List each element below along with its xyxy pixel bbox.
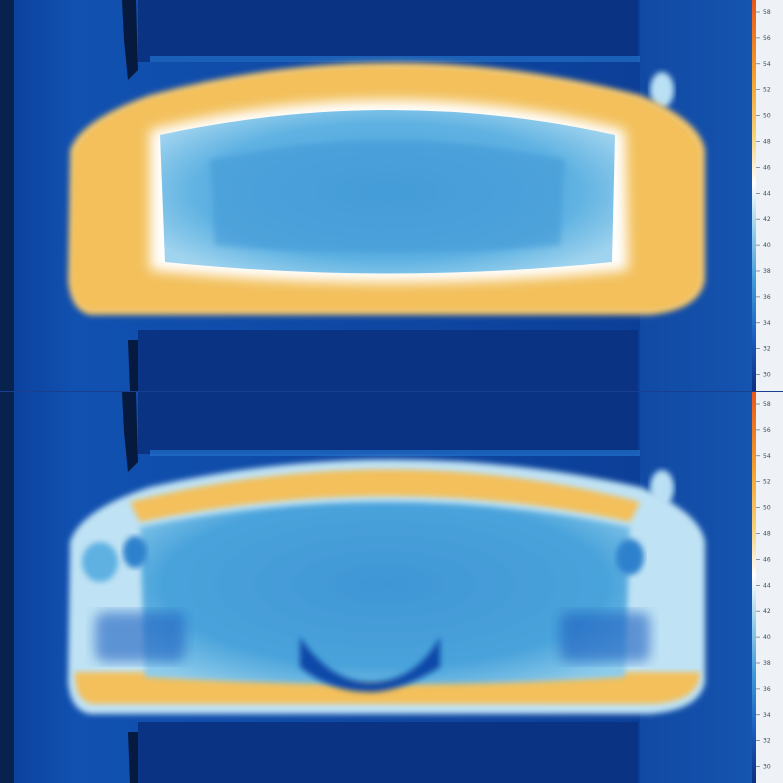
colorbar-tick-label: 50 bbox=[763, 113, 771, 120]
thermal-image-bottom bbox=[0, 392, 752, 783]
colorbar-tick-label: 46 bbox=[763, 164, 771, 171]
thermal-panel-top: 58 56 54 52 50 48 46 44 42 40 38 36 34 32 30 bbox=[0, 0, 783, 391]
colorbar-tick-label: 42 bbox=[763, 216, 771, 223]
colorbar-tick-label: 34 bbox=[763, 712, 771, 719]
colorbar-tick-label: 32 bbox=[763, 346, 771, 353]
colorbar-tick-label: 58 bbox=[763, 401, 771, 408]
colorbar-tick-label: 44 bbox=[763, 190, 771, 197]
thermal-panel-bottom: 58 56 54 52 50 48 46 44 42 40 38 36 34 32 30 bbox=[0, 392, 783, 783]
colorbar-tick-label: 40 bbox=[763, 242, 771, 249]
colorbar-tick-label: 36 bbox=[763, 294, 771, 301]
colorbar-tick-label: 48 bbox=[763, 531, 771, 538]
colorbar-tick-label: 46 bbox=[763, 556, 771, 563]
colorbar-tick-label: 56 bbox=[763, 427, 771, 434]
colorbar-tick-label: 30 bbox=[763, 372, 771, 379]
colorbar-tick-label: 56 bbox=[763, 35, 771, 42]
colorbar-tick-label: 38 bbox=[763, 660, 771, 667]
colorbar-tick-label: 50 bbox=[763, 505, 771, 512]
colorbar-tick-label: 54 bbox=[763, 453, 771, 460]
colorbar-bottom: 58 56 54 52 50 48 46 44 42 40 38 36 34 32 30 bbox=[752, 392, 783, 783]
colorbar-tick-label: 58 bbox=[763, 9, 771, 16]
colorbar-tick-label: 54 bbox=[763, 61, 771, 68]
colorbar-tick-label: 52 bbox=[763, 87, 771, 94]
colorbar-tick-label: 32 bbox=[763, 738, 771, 745]
thermal-image-top bbox=[0, 0, 752, 391]
colorbar-tick-label: 30 bbox=[763, 764, 771, 771]
colorbar-tick-label: 42 bbox=[763, 608, 771, 615]
panel-divider bbox=[0, 391, 783, 392]
colorbar-tick-label: 36 bbox=[763, 686, 771, 693]
colorbar-tick-label: 52 bbox=[763, 479, 771, 486]
colorbar-tick-label: 38 bbox=[763, 268, 771, 275]
colorbar-ticks-bottom: 58 56 54 52 50 48 46 44 42 40 38 36 34 32 30 bbox=[756, 401, 771, 771]
colorbar-top: 58 56 54 52 50 48 46 44 42 40 38 36 34 32 30 bbox=[752, 0, 783, 391]
colorbar-ticks-top: 58 56 54 52 50 48 46 44 42 40 38 36 34 32 30 bbox=[756, 9, 771, 379]
colorbar-tick-label: 44 bbox=[763, 582, 771, 589]
colorbar-tick-label: 34 bbox=[763, 320, 771, 327]
colorbar-tick-label: 48 bbox=[763, 139, 771, 146]
colorbar-tick-label: 40 bbox=[763, 634, 771, 641]
